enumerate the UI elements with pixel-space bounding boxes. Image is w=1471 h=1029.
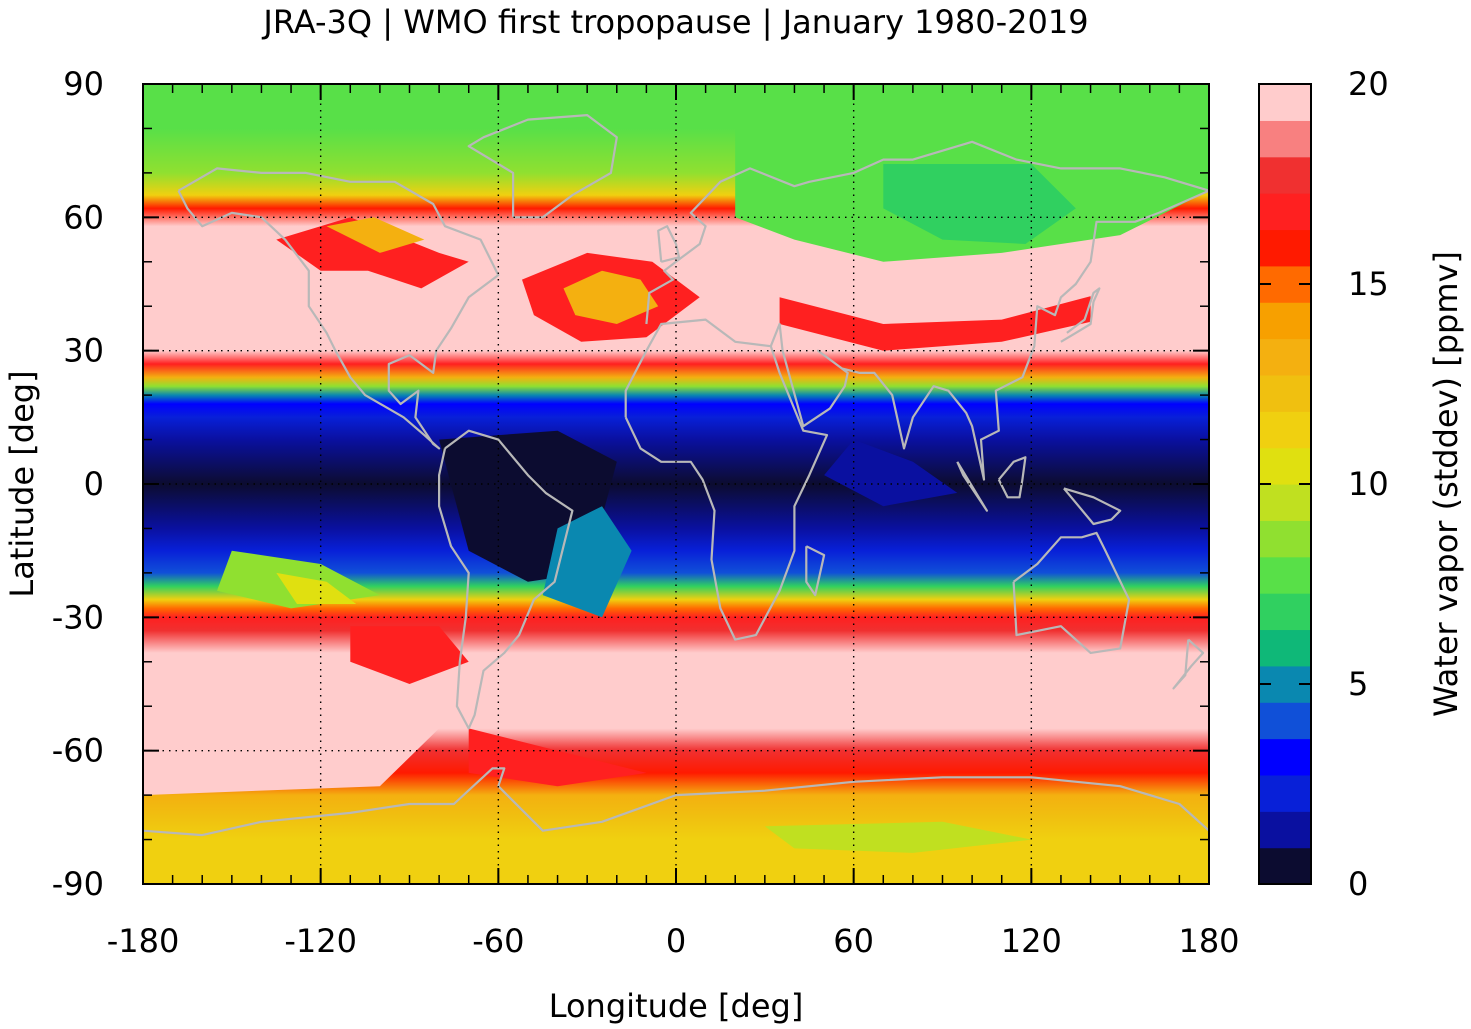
colorbar-ticks: 0 5 10 15 20 <box>1259 65 1389 903</box>
coast-sumatra <box>956 461 988 512</box>
x-tick-label: -180 <box>107 922 180 960</box>
plot-area <box>143 84 1209 884</box>
coast-greenland <box>467 114 618 219</box>
sa-blue-plume <box>542 506 632 618</box>
y-tick-label: -90 <box>52 865 104 903</box>
colorbar-level <box>1259 847 1311 885</box>
colorbar-tick-label: 15 <box>1348 265 1389 303</box>
colorbar-level <box>1259 556 1311 594</box>
colorbar-level <box>1259 229 1311 267</box>
y-tick-label: 0 <box>84 465 104 503</box>
y-axis-label: Latitude [deg] <box>3 370 41 597</box>
coast-asia-south <box>769 189 1209 481</box>
colorbar-level <box>1259 411 1311 449</box>
colorbar-level <box>1259 84 1311 121</box>
coast-antarctica <box>143 767 1209 837</box>
y-tick-label: 30 <box>63 332 104 370</box>
sh-red-pacific-south <box>350 626 469 684</box>
colorbar-level <box>1259 374 1311 412</box>
na-orange <box>326 217 425 253</box>
coast-eurasia <box>645 140 1209 325</box>
colorbar-label: Water vapor (stddev) [ppmv] <box>1427 251 1465 717</box>
indian-blue <box>824 439 958 507</box>
x-tick-label: -120 <box>284 922 357 960</box>
grid-lines <box>143 84 1209 884</box>
na-red-arc <box>276 217 469 289</box>
y-ticks: 90 60 30 0 -30 -60 -90 <box>52 65 1209 903</box>
y-tick-label: 60 <box>63 198 104 236</box>
coast-japan <box>1060 287 1101 343</box>
x-tick-label: 180 <box>1178 922 1239 960</box>
x-tick-label: 60 <box>833 922 874 960</box>
colorbar-level <box>1259 702 1311 740</box>
coast-madagascar <box>805 545 826 597</box>
y-tick-label: 90 <box>63 65 104 103</box>
coast-new-guinea <box>1063 487 1122 526</box>
colorbar-level <box>1259 774 1311 812</box>
colorbar-tick-label: 10 <box>1348 465 1389 503</box>
colorbar-level <box>1259 811 1311 849</box>
pacific-yellow-core <box>276 572 357 604</box>
coast-africa <box>624 318 829 641</box>
colorbar-level <box>1259 156 1311 194</box>
colorbar-level <box>1259 302 1311 340</box>
pacific-pink-north <box>1090 235 1209 351</box>
pacific-pink-west <box>143 226 306 351</box>
colorbar-level <box>1259 120 1311 158</box>
coast-north-america <box>177 167 500 450</box>
colorbar-level <box>1259 338 1311 376</box>
colorbar-tick-label: 0 <box>1348 865 1368 903</box>
colorbar-level <box>1259 629 1311 667</box>
sh-pink-pacific <box>143 661 440 796</box>
coastlines-overlay <box>143 114 1209 837</box>
coast-borneo <box>997 456 1027 499</box>
chart-title: JRA-3Q | WMO first tropopause | January … <box>261 3 1088 41</box>
y-tick-label: -60 <box>52 732 104 770</box>
colorbar-tick-label: 5 <box>1348 665 1368 703</box>
atlantic-orange-core <box>563 270 659 324</box>
heatmap-features <box>143 84 1209 853</box>
antarctic-yellow-plateau <box>764 821 1032 853</box>
colorbar-level <box>1259 593 1311 631</box>
colorbar <box>1259 84 1311 885</box>
coast-new-zealand <box>1172 638 1205 690</box>
y-tick-label: -30 <box>52 598 104 636</box>
x-tick-label: 0 <box>666 922 686 960</box>
antarctic-red-drake <box>468 728 647 787</box>
x-tick-label: -60 <box>472 922 524 960</box>
colorbar-level <box>1259 484 1311 521</box>
coast-south-america <box>438 429 574 730</box>
colorbar-level <box>1259 738 1311 776</box>
coast-uk <box>657 225 681 263</box>
x-tick-label: 120 <box>1001 922 1062 960</box>
colorbar-tick-label: 20 <box>1348 65 1389 103</box>
coast-australia <box>1012 531 1131 654</box>
colorbar-level <box>1259 193 1311 231</box>
colorbar-level <box>1259 447 1311 485</box>
x-ticks: -180 -120 -60 0 60 120 180 <box>107 84 1240 960</box>
siberia-green-core <box>883 164 1076 244</box>
colorbar-level <box>1259 520 1311 558</box>
x-axis-label: Longitude [deg] <box>549 987 804 1025</box>
